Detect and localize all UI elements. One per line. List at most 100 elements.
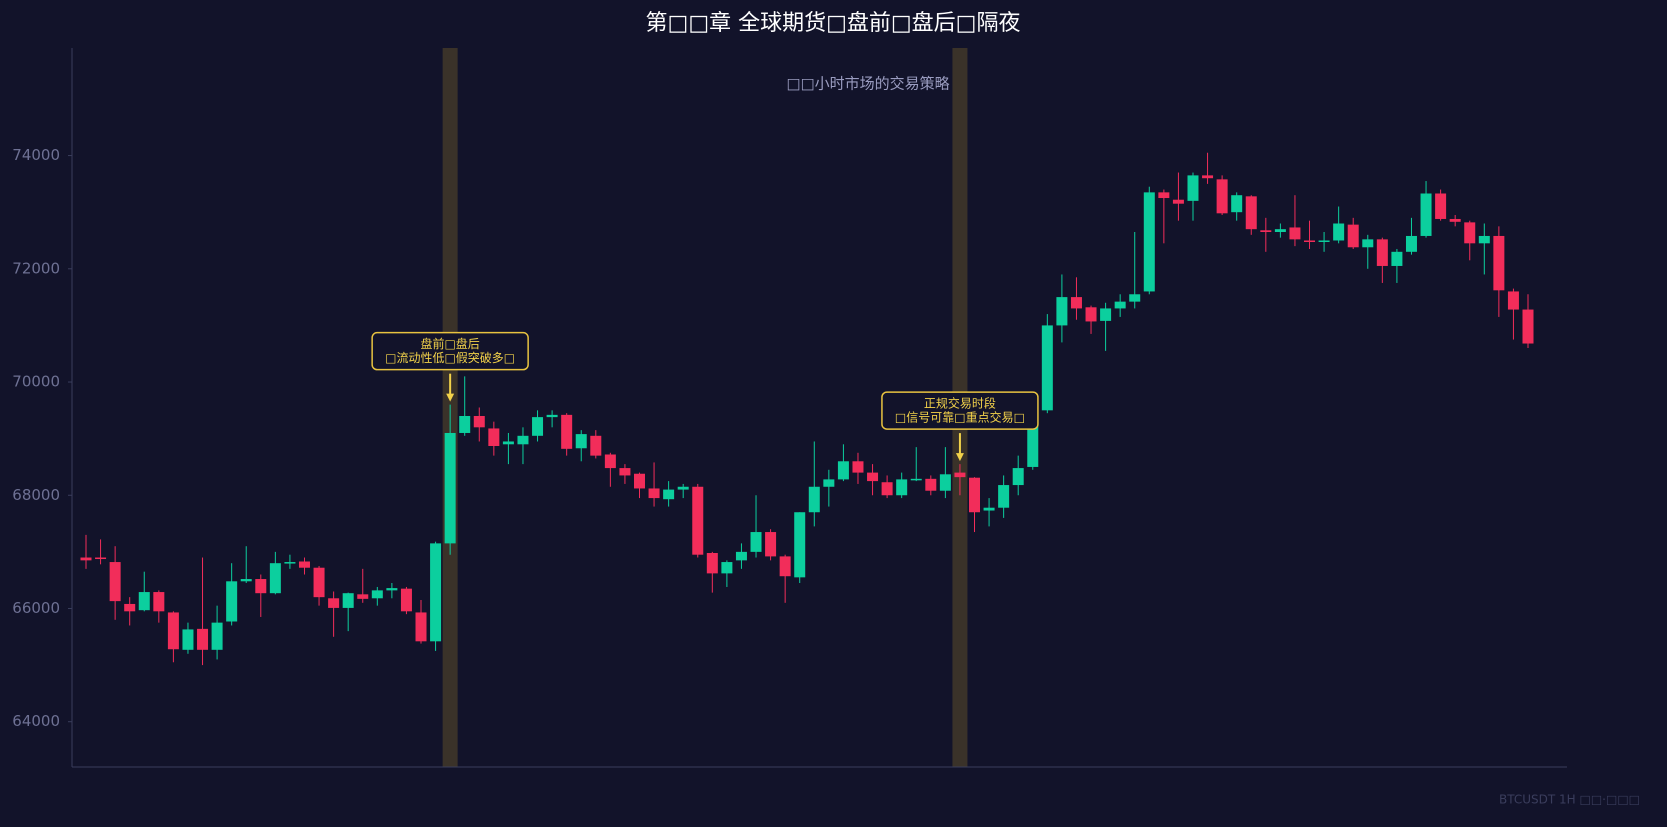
candle-body <box>459 415 471 433</box>
candle-body <box>284 562 296 564</box>
candle-body <box>371 590 383 599</box>
candle-body <box>1289 227 1301 240</box>
candle-body <box>1041 325 1053 411</box>
candle-body <box>1333 223 1345 241</box>
y-tick-label: 68000 <box>12 486 60 504</box>
candle-body <box>1376 239 1388 266</box>
candle-body <box>983 507 995 511</box>
candle-body <box>823 479 835 487</box>
candle-body <box>240 579 252 582</box>
candle-body <box>1507 291 1519 310</box>
y-tick-label: 70000 <box>12 373 60 391</box>
candle-body <box>1202 175 1214 179</box>
candle-body <box>1012 468 1024 486</box>
candle-body <box>313 567 325 598</box>
candle-body <box>1318 240 1330 242</box>
candle-body <box>182 629 194 650</box>
annotation-box <box>371 331 529 371</box>
candle-body <box>998 485 1010 508</box>
candle-body <box>1449 218 1461 222</box>
candle-body <box>896 479 908 496</box>
candle-body <box>80 557 92 561</box>
candle-body <box>517 435 529 445</box>
candle-body <box>867 472 879 482</box>
candle-body <box>488 428 500 446</box>
candle-body <box>138 592 150 611</box>
candle-body <box>663 489 675 500</box>
candle-body <box>590 435 602 456</box>
annotation-text: 正规交易时段 <box>924 396 996 411</box>
candle-body <box>633 473 645 489</box>
candle-body <box>415 612 427 642</box>
annotation-text: □信号可靠□重点交易□ <box>895 410 1025 425</box>
candle-body <box>910 478 922 481</box>
candle-body <box>881 482 893 496</box>
candle-body <box>1070 297 1082 309</box>
candle-body <box>1187 175 1199 201</box>
candle-body <box>1216 179 1228 214</box>
candle-body <box>95 557 107 560</box>
candle-body <box>430 543 442 642</box>
candle-body <box>765 532 777 557</box>
candle-body <box>779 556 791 577</box>
annotation-arrowhead <box>446 393 455 402</box>
candle-body <box>255 579 267 594</box>
candle-body <box>808 486 820 513</box>
candle-body <box>1143 192 1155 292</box>
candle-body <box>298 561 310 568</box>
candle-body <box>575 434 587 449</box>
y-tick-label: 66000 <box>12 599 60 617</box>
candle-body <box>532 417 544 436</box>
candle-body <box>1027 413 1039 467</box>
annotation: 正规交易时段□信号可靠□重点交易□ <box>881 391 1039 462</box>
candle-body <box>473 415 485 428</box>
y-tick-label: 74000 <box>12 146 60 164</box>
annotation-box <box>881 391 1039 430</box>
candle-body <box>167 612 179 650</box>
candle-body <box>1420 193 1432 236</box>
candle-body <box>677 486 689 490</box>
candle-body <box>386 588 398 591</box>
candle-body <box>546 414 558 418</box>
candle-body <box>1362 239 1374 248</box>
candle-body <box>1231 195 1243 213</box>
candle-body <box>502 441 514 445</box>
candle-body <box>852 461 864 473</box>
candle-body <box>794 512 806 578</box>
candle-body <box>939 474 951 491</box>
candle-body <box>1114 301 1126 309</box>
candle-body <box>1260 230 1272 232</box>
candle-body <box>561 414 573 449</box>
chart-title: 第□□章 全球期货□盘前□盘后□隔夜 <box>646 11 1021 36</box>
candle-body <box>648 488 660 499</box>
candle-body <box>837 461 849 480</box>
candle-body <box>1391 251 1403 266</box>
candle-body <box>1245 196 1257 230</box>
candle-body <box>1522 309 1534 344</box>
candle-body <box>1129 294 1141 302</box>
candle-body <box>1435 193 1447 219</box>
candle-body <box>226 581 238 622</box>
candle-body <box>969 477 981 513</box>
candle-body <box>1100 308 1112 321</box>
candle-body <box>750 532 762 552</box>
candle-body <box>444 432 456 544</box>
candle-body <box>925 478 937 491</box>
candle-body <box>328 598 340 608</box>
candle-body <box>954 472 966 478</box>
candle-body <box>1304 240 1316 242</box>
candle-body <box>1493 235 1505 291</box>
candle-body <box>1158 192 1170 199</box>
candle-body <box>706 552 718 574</box>
candle-body <box>197 628 209 650</box>
candle-body <box>1405 235 1417 252</box>
candle-body <box>357 594 369 599</box>
candle-body <box>604 454 616 469</box>
chart-subtitle: □□小时市场的交易策略 <box>786 75 949 93</box>
annotation: 盘前□盘后□流动性低□假突破多□ <box>371 331 529 402</box>
y-tick-label: 64000 <box>12 712 60 730</box>
candle-body <box>109 562 121 602</box>
candle-body <box>1274 229 1286 232</box>
candle-body <box>269 563 281 594</box>
